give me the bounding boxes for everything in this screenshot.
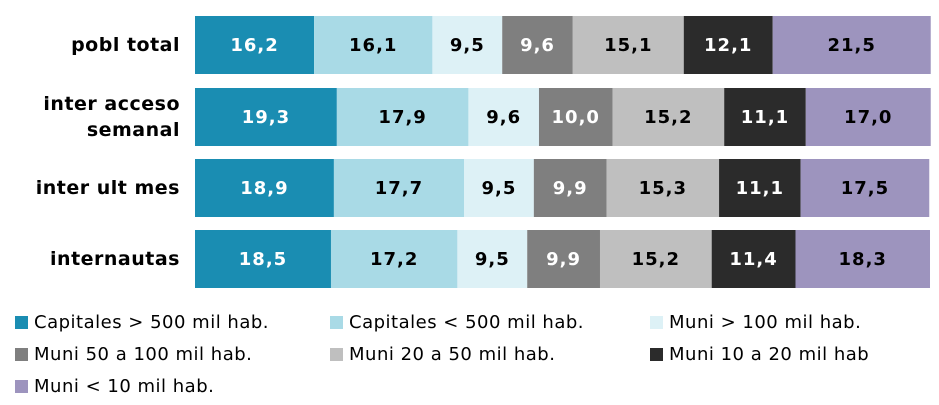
bar-segment	[195, 159, 334, 217]
legend-item: Muni < 10 mil hab.	[15, 376, 214, 397]
bar-segment	[719, 159, 801, 217]
bar-segment	[195, 16, 315, 74]
legend-swatch	[15, 380, 28, 393]
data-label: 15,2	[632, 249, 680, 270]
legend-swatch	[15, 348, 28, 361]
bar-segment	[527, 230, 600, 288]
bar-segment	[195, 230, 331, 288]
bar-segment	[457, 230, 528, 288]
data-label: 18,3	[839, 249, 887, 270]
data-label: 9,6	[486, 107, 521, 128]
legend-label: Muni 10 a 20 mil hab	[669, 344, 870, 365]
bar-segment	[606, 159, 720, 217]
bar-segment	[502, 16, 573, 74]
category-label: internautas	[50, 248, 180, 270]
bar-segment	[533, 159, 607, 217]
legend-swatch	[650, 316, 663, 329]
legend-swatch	[330, 348, 343, 361]
bar-segment	[195, 88, 337, 146]
category-label: inter acceso semanal	[43, 93, 180, 141]
bar-segment	[599, 230, 712, 288]
bar-segment	[464, 159, 534, 217]
data-label: 11,4	[729, 249, 777, 270]
legend-label: Capitales > 500 mil hab.	[34, 312, 270, 333]
bar-segment	[336, 88, 469, 146]
bar-segment	[805, 88, 931, 146]
bar-segment	[800, 159, 930, 217]
bar-segment	[468, 88, 539, 146]
legend-swatch	[650, 348, 663, 361]
data-label: 9,5	[450, 35, 485, 56]
legend-item: Capitales > 500 mil hab.	[15, 312, 269, 333]
legend-item: Capitales < 500 mil hab.	[330, 312, 584, 333]
bar-segment	[432, 16, 503, 74]
data-label: 17,0	[844, 107, 892, 128]
category-label: pobl total	[71, 34, 180, 56]
data-label: 11,1	[741, 107, 789, 128]
data-label: 16,2	[230, 35, 278, 56]
bar-segment	[314, 16, 433, 74]
legend-label: Capitales < 500 mil hab.	[349, 312, 585, 333]
category-label: inter ult mes	[35, 177, 180, 199]
data-label: 9,5	[475, 249, 510, 270]
data-label: 17,7	[375, 178, 423, 199]
legend-swatch	[15, 316, 28, 329]
bar-segment	[572, 16, 684, 74]
bar-segment	[711, 230, 796, 288]
legend-swatch	[330, 316, 343, 329]
legend-label: Muni 50 a 100 mil hab.	[34, 344, 253, 365]
data-label: 17,5	[841, 178, 889, 199]
bar-segment	[795, 230, 930, 288]
data-label: 15,2	[644, 107, 692, 128]
legend-label: Muni < 10 mil hab.	[34, 376, 215, 397]
data-label: 16,1	[349, 35, 397, 56]
legend-label: Muni 20 a 50 mil hab.	[349, 344, 556, 365]
bar-segment	[538, 88, 613, 146]
legend-item: Muni 50 a 100 mil hab.	[15, 344, 252, 365]
legend-item: Muni 10 a 20 mil hab	[650, 344, 869, 365]
data-label: 17,9	[378, 107, 426, 128]
data-label: 15,1	[604, 35, 652, 56]
data-label: 11,1	[736, 178, 784, 199]
data-label: 12,1	[704, 35, 752, 56]
legend-item: Muni > 100 mil hab.	[650, 312, 861, 333]
data-label: 9,6	[520, 35, 555, 56]
legend-item: Muni 20 a 50 mil hab.	[330, 344, 555, 365]
bar-segment	[330, 230, 458, 288]
bar-segment	[333, 159, 465, 217]
data-label: 18,5	[239, 249, 287, 270]
bar-segment	[772, 16, 931, 74]
data-label: 19,3	[242, 107, 290, 128]
data-label: 9,5	[481, 178, 516, 199]
bar-segment	[612, 88, 725, 146]
bar-segment	[683, 16, 773, 74]
data-label: 18,9	[240, 178, 288, 199]
data-label: 9,9	[553, 178, 588, 199]
data-label: 17,2	[370, 249, 418, 270]
data-label: 21,5	[828, 35, 876, 56]
data-label: 10,0	[552, 107, 600, 128]
data-label: 15,3	[639, 178, 687, 199]
bar-segment	[724, 88, 806, 146]
legend-label: Muni > 100 mil hab.	[669, 312, 862, 333]
data-label: 9,9	[546, 249, 581, 270]
